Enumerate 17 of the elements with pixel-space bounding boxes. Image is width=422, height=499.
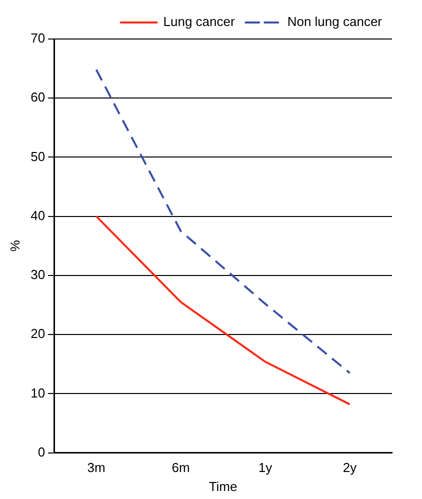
y-tick-label: 50 xyxy=(30,148,46,164)
y-tick-label: 40 xyxy=(30,208,46,223)
x-tick-label: 6m xyxy=(172,460,190,476)
y-axis-title: % xyxy=(7,240,22,252)
y-tick-label: 10 xyxy=(30,385,46,400)
line-series xyxy=(95,68,351,374)
x-tick-label: 1y xyxy=(258,460,273,476)
x-axis-title: Time xyxy=(208,478,238,494)
x-tick-label: 2y xyxy=(342,460,358,476)
y-tick-label: 30 xyxy=(30,267,46,282)
legend-label: Non lung cancer xyxy=(287,14,383,30)
y-tick-label: 20 xyxy=(30,326,46,342)
y-tick-label: 70 xyxy=(30,30,46,46)
x-tick-label: 3m xyxy=(87,460,106,476)
y-tick-label: 60 xyxy=(30,90,46,105)
legend-label: Lung cancer xyxy=(163,14,236,30)
y-tick-label: 0 xyxy=(38,444,46,460)
